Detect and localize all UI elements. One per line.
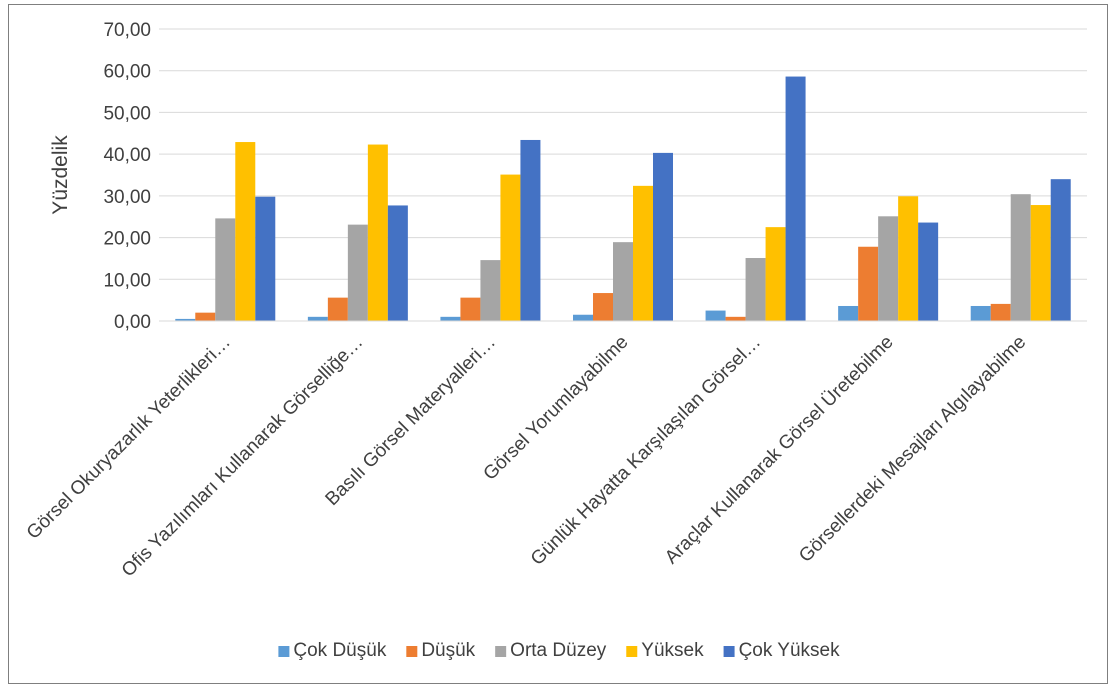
legend-swatch [278,646,290,657]
legend-item: Yüksek [626,640,704,661]
bar [520,139,541,321]
bar [785,76,806,321]
bar [745,258,766,321]
chart-frame: 0,00 10,00 20,00 30,00 40,00 50,00 60,00 70,00 … [8,4,1108,684]
legend-item: Çok Yüksek [723,640,841,661]
legend-item: Düşük [406,640,476,661]
category-label: Görsel Okuryazarlık Yeterlikleri… [23,332,235,544]
legend-swatch [723,646,735,657]
bar [440,316,461,321]
legend-label: Çok Düşük [293,640,386,661]
bar [705,310,726,321]
category-label: Ofis Yazılımları Kullanarak Görselliğe… [118,332,368,582]
y-tick-label: 70,00 [103,20,151,41]
legend-swatch [406,646,418,657]
y-tick-label: 30,00 [103,187,151,208]
gridlines [159,28,1087,280]
x-axis-categories: Görsel Okuryazarlık Yeterlikleri…Ofis Ya… [23,332,1030,582]
bar [307,316,328,321]
bar [653,152,673,321]
legend-item: Orta Düzey [495,640,607,661]
bar [990,303,1011,321]
bar [858,246,879,321]
legend-item: Çok Düşük [278,640,387,661]
y-tick-label: 0,00 [114,312,151,333]
legend: Çok Düşük Düşük Orta Düzey Yüksek Çok Yüksek [278,640,840,661]
bar [347,224,368,321]
bar [633,185,653,321]
y-tick-label: 10,00 [103,270,151,291]
bar [1030,205,1051,321]
y-axis-ticks: 0,00 10,00 20,00 30,00 40,00 50,00 60,00 70,00 [103,20,151,333]
category-label: Görsel Yorumlayabilme [480,332,633,485]
bar [387,205,408,321]
y-tick-label: 60,00 [103,62,151,83]
bar [480,260,501,321]
bars [175,76,1071,321]
legend-label: Yüksek [641,640,704,661]
bar [970,305,991,321]
bar [765,227,786,321]
bar [367,144,388,321]
bar [235,142,256,321]
legend-swatch [626,646,638,657]
bar [593,293,613,321]
bar [460,297,481,321]
y-tick-label: 50,00 [103,103,151,124]
category-label: Günlük Hayatta Karşılaşılan Görsel… [527,332,765,570]
bar [500,174,521,321]
bar [195,312,216,321]
bar [838,305,859,321]
bar-chart: 0,0010,0020,0030,0040,0050,0060,0070,00 … [23,20,1087,661]
bar [613,242,633,321]
legend-label: Çok Yüksek [739,640,841,661]
legend-swatch [495,646,507,657]
bar [878,216,899,321]
bar [573,314,593,321]
bar [175,318,196,321]
bar [215,218,236,321]
category-label: Araçlar Kullanarak Görsel Üretebilme [661,332,898,569]
legend-label: Düşük [421,640,475,661]
y-tick-label: 20,00 [103,229,151,250]
bar [1010,194,1031,321]
bar [898,196,919,321]
bar [725,316,746,321]
legend-label: Orta Düzey [510,640,607,661]
bar [255,196,276,321]
bar [327,297,348,321]
category-label: Görsellerdeki Mesajları Algılayabilme [795,332,1030,567]
bar [1050,179,1071,321]
bar [918,222,939,321]
y-axis-title: Yüzdelik [49,135,72,215]
y-tick-label: 40,00 [103,145,151,166]
